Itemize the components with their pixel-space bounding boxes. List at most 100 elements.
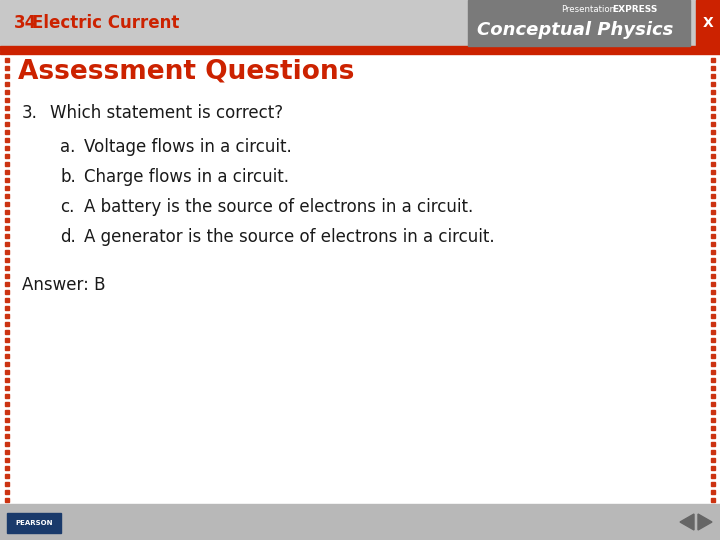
Text: Voltage flows in a circuit.: Voltage flows in a circuit. xyxy=(84,138,292,156)
Bar xyxy=(5,314,9,318)
Bar xyxy=(5,210,9,214)
Bar xyxy=(5,266,9,270)
Bar xyxy=(5,434,9,438)
Bar xyxy=(5,442,9,446)
Bar xyxy=(711,74,715,78)
Polygon shape xyxy=(698,514,712,530)
Bar xyxy=(5,178,9,182)
Bar xyxy=(5,306,9,310)
Bar xyxy=(5,362,9,366)
Bar xyxy=(711,122,715,126)
Bar xyxy=(5,114,9,118)
Bar xyxy=(711,338,715,342)
Bar xyxy=(711,442,715,446)
Bar xyxy=(5,250,9,254)
Bar xyxy=(5,338,9,342)
Text: A generator is the source of electrons in a circuit.: A generator is the source of electrons i… xyxy=(84,228,495,246)
Bar xyxy=(5,234,9,238)
Bar xyxy=(5,346,9,350)
Bar xyxy=(468,0,690,46)
Bar xyxy=(711,130,715,134)
Bar xyxy=(711,226,715,230)
Bar xyxy=(5,122,9,126)
Text: a.: a. xyxy=(60,138,76,156)
Bar xyxy=(5,162,9,166)
Bar xyxy=(711,66,715,70)
Bar xyxy=(711,322,715,326)
Text: Charge flows in a circuit.: Charge flows in a circuit. xyxy=(84,168,289,186)
Bar xyxy=(711,370,715,374)
Bar xyxy=(5,410,9,414)
Bar xyxy=(5,98,9,102)
Bar xyxy=(711,386,715,390)
Bar xyxy=(5,186,9,190)
Bar xyxy=(0,504,720,540)
Bar xyxy=(711,146,715,150)
Text: Electric Current: Electric Current xyxy=(32,14,179,32)
Bar xyxy=(5,291,9,294)
Bar xyxy=(711,434,715,438)
Bar xyxy=(5,226,9,230)
Bar xyxy=(711,450,715,454)
Bar xyxy=(711,106,715,110)
Bar xyxy=(711,378,715,382)
Bar xyxy=(5,130,9,134)
Text: Which statement is correct?: Which statement is correct? xyxy=(50,104,283,122)
Text: d.: d. xyxy=(60,228,76,246)
Bar xyxy=(5,82,9,86)
Bar xyxy=(711,162,715,166)
Bar xyxy=(5,242,9,246)
Text: Presentation: Presentation xyxy=(561,5,615,15)
Bar xyxy=(0,46,720,51)
Bar xyxy=(711,274,715,278)
Bar xyxy=(711,178,715,182)
Bar xyxy=(5,474,9,478)
Bar xyxy=(5,418,9,422)
Bar xyxy=(5,458,9,462)
Bar xyxy=(5,258,9,262)
Bar xyxy=(5,498,9,502)
Bar xyxy=(696,0,720,46)
Bar xyxy=(5,146,9,150)
Bar xyxy=(5,394,9,398)
Bar xyxy=(7,513,61,533)
Bar xyxy=(5,354,9,357)
Bar xyxy=(711,298,715,302)
Bar xyxy=(711,242,715,246)
Bar xyxy=(5,202,9,206)
Bar xyxy=(711,82,715,86)
Text: b.: b. xyxy=(60,168,76,186)
Bar xyxy=(711,154,715,158)
Bar xyxy=(711,426,715,430)
Bar xyxy=(711,98,715,102)
Bar xyxy=(5,370,9,374)
Text: Answer: B: Answer: B xyxy=(22,276,106,294)
Bar xyxy=(5,274,9,278)
Bar xyxy=(5,90,9,94)
Bar xyxy=(711,466,715,470)
Bar xyxy=(711,498,715,502)
Text: Conceptual Physics: Conceptual Physics xyxy=(477,21,673,39)
Bar xyxy=(711,394,715,398)
Bar xyxy=(711,354,715,357)
Polygon shape xyxy=(680,514,694,530)
Bar xyxy=(711,346,715,350)
Bar xyxy=(5,490,9,494)
Bar xyxy=(711,186,715,190)
Bar xyxy=(5,282,9,286)
Bar xyxy=(711,474,715,478)
Bar xyxy=(711,418,715,422)
Bar xyxy=(5,194,9,198)
Bar xyxy=(711,250,715,254)
Text: EXPRESS: EXPRESS xyxy=(612,5,657,15)
Bar xyxy=(711,482,715,486)
Text: 3.: 3. xyxy=(22,104,38,122)
Bar xyxy=(711,266,715,270)
Bar xyxy=(5,106,9,110)
Text: X: X xyxy=(703,16,714,30)
Bar xyxy=(711,218,715,222)
Bar xyxy=(711,234,715,238)
Bar xyxy=(711,138,715,141)
Bar xyxy=(5,378,9,382)
Bar xyxy=(5,426,9,430)
